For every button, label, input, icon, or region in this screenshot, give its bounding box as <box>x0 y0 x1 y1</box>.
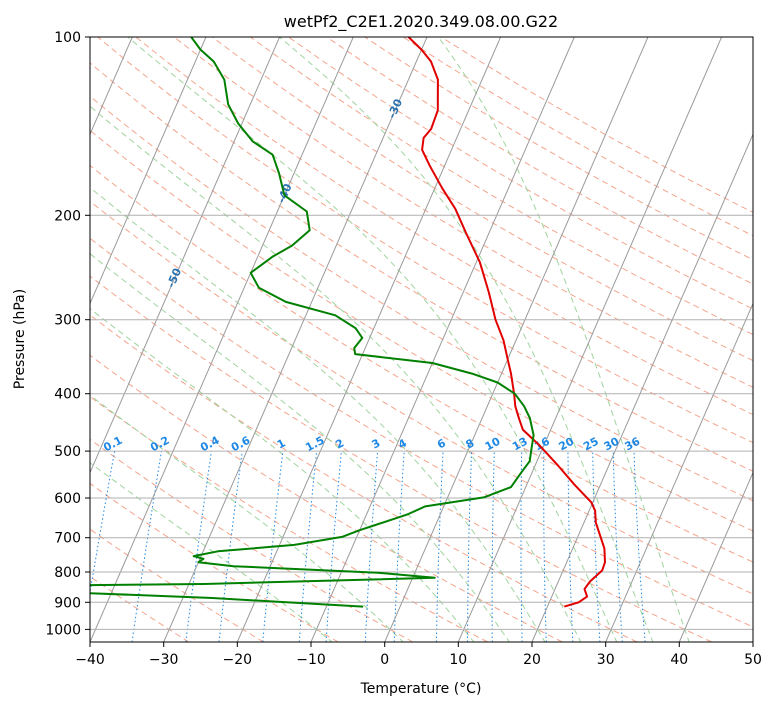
dry-adiabats <box>90 37 753 642</box>
moist-adiabat-line <box>279 37 654 642</box>
y-tick-label: 100 <box>54 30 81 46</box>
dry-adiabat-line <box>288 37 753 310</box>
mixing-ratio-label: 25 <box>581 435 601 454</box>
moist-adiabat-line <box>127 37 618 642</box>
isotherm-line <box>457 37 723 642</box>
dry-adiabat-line <box>90 314 638 642</box>
x-tick-label: 50 <box>744 652 762 668</box>
mixing-ratio-labels: 0.1 0.2 0.4 0.6 1 1.5 2 3 4 6 8 10 13 16 20 25 30 36 <box>101 434 642 455</box>
isotherm-line <box>236 37 502 642</box>
moist-adiabat-line <box>437 37 690 642</box>
y-tick-label: 800 <box>54 565 81 581</box>
x-tick-label: −10 <box>296 652 326 668</box>
y-tick-label: 900 <box>54 595 81 611</box>
x-tick-label: 20 <box>523 652 541 668</box>
dry-adiabat-line <box>211 37 753 362</box>
moist-adiabat-line <box>90 394 404 642</box>
y-tick-label: 700 <box>54 531 81 547</box>
mixing-ratio-line <box>298 451 318 642</box>
moist-adiabat-line <box>90 253 510 642</box>
x-tick-label: −40 <box>75 652 105 668</box>
dewpoint-line <box>90 37 535 608</box>
mixing-ratio-label: 30 <box>602 435 622 454</box>
mixing-ratio-line <box>262 451 284 642</box>
isotherm-line <box>90 37 207 305</box>
isotherm-line <box>310 37 575 642</box>
y-tick-label: 1000 <box>45 622 81 638</box>
y-axis-ticks: 100 200 300 400 500 600 700 800 900 1000 <box>45 30 90 638</box>
pressure-gridlines <box>90 37 753 630</box>
dry-adiabat-line <box>90 129 753 532</box>
isotherm-line <box>90 37 354 642</box>
chart-title: wetPf2_C2E1.2020.349.08.00.G22 <box>284 12 558 32</box>
isotherm-line <box>90 37 281 474</box>
mixing-ratio-line <box>185 451 212 642</box>
y-tick-label: 200 <box>54 208 81 224</box>
dry-adiabat-line <box>90 237 753 628</box>
x-tick-label: −30 <box>149 652 179 668</box>
plot-frame <box>89 36 754 643</box>
moist-adiabats <box>90 37 690 642</box>
mixing-ratio-label: 10 <box>483 435 503 454</box>
x-tick-label: 40 <box>670 652 688 668</box>
dry-adiabat-line <box>135 37 753 416</box>
data-series <box>90 37 606 608</box>
dry-adiabat-line <box>90 62 753 472</box>
isotherm-line <box>605 302 753 642</box>
x-tick-label: −20 <box>223 652 253 668</box>
moist-adiabat-line <box>90 308 475 642</box>
mixing-ratio-label: 16 <box>532 435 552 454</box>
dry-adiabat-line <box>90 164 753 563</box>
mixing-ratio-label: 13 <box>510 435 530 454</box>
dry-adiabat-line <box>90 200 753 595</box>
x-axis-ticks: −40 −30 −20 −10 0 10 20 30 40 50 <box>75 642 762 668</box>
isotherms <box>90 37 753 642</box>
mixing-ratio-label: 36 <box>623 435 643 454</box>
mixing-ratio-label: 20 <box>557 435 577 454</box>
y-tick-label: 500 <box>54 444 81 460</box>
dry-adiabat-line <box>173 37 753 388</box>
x-axis-label: Temperature (°C) <box>360 681 482 697</box>
dry-adiabat-line <box>90 482 339 642</box>
y-axis-label: Pressure (hPa) <box>12 289 28 389</box>
isotherm-line <box>531 132 753 642</box>
y-tick-label: 300 <box>54 313 81 329</box>
mixing-ratio-line <box>325 451 342 642</box>
x-tick-label: 30 <box>597 652 615 668</box>
dry-adiabat-line <box>90 95 753 502</box>
isotherm-line <box>163 37 428 642</box>
x-tick-label: 10 <box>449 652 467 668</box>
y-tick-label: 600 <box>54 491 81 507</box>
isotherm-line <box>678 471 753 642</box>
x-tick-label: 0 <box>380 652 389 668</box>
moist-adiabat-line <box>90 462 333 642</box>
mixing-ratio-line <box>218 451 243 642</box>
dry-adiabat-line <box>90 438 414 642</box>
dry-adiabat-line <box>90 354 563 642</box>
dry-adiabat-line <box>326 37 753 285</box>
y-tick-label: 400 <box>54 387 81 403</box>
dry-adiabat-line <box>90 275 712 642</box>
isotherm-line <box>384 37 649 642</box>
